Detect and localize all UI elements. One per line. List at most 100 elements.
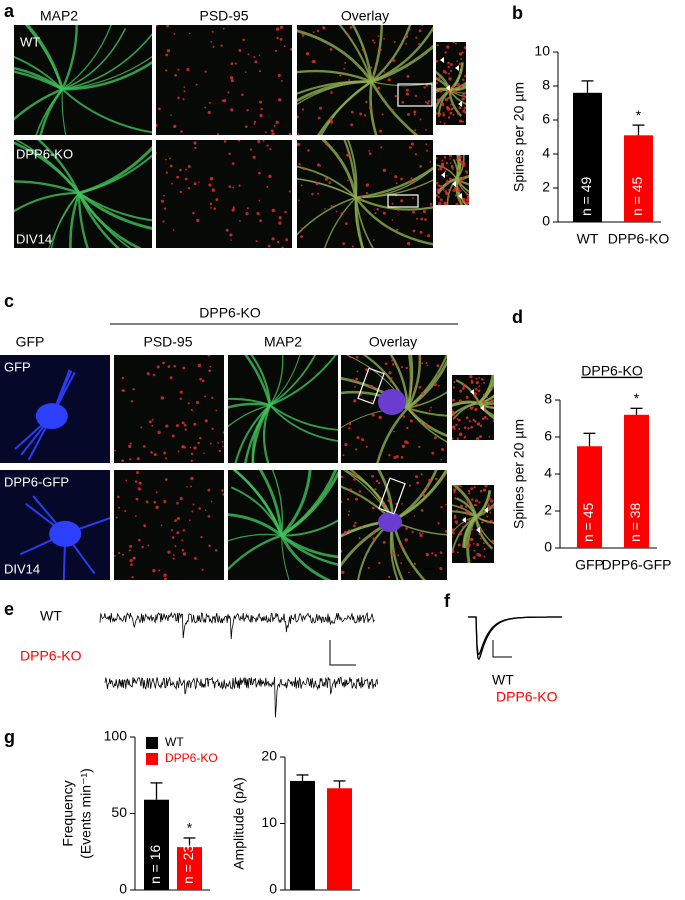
puncta (244, 71, 247, 74)
puncta (163, 207, 167, 210)
panel-label: c (4, 291, 14, 311)
puncta (473, 549, 476, 552)
puncta (436, 156, 438, 160)
puncta (278, 98, 282, 102)
puncta (234, 62, 237, 65)
puncta (460, 58, 462, 60)
dendrite (271, 470, 283, 536)
puncta (259, 100, 263, 104)
puncta (343, 530, 347, 534)
puncta (197, 363, 202, 368)
puncta (391, 202, 394, 205)
dendrite (370, 25, 384, 82)
puncta (395, 455, 399, 459)
mean-trace (468, 616, 562, 661)
puncta (187, 187, 191, 190)
puncta (452, 409, 454, 411)
puncta (302, 167, 306, 171)
puncta (446, 45, 450, 49)
puncta (453, 427, 456, 430)
puncta (374, 488, 377, 491)
y-axis-label: Spines per 20 µm (511, 82, 527, 192)
puncta (352, 378, 355, 382)
dendrite (392, 470, 438, 522)
x-tick-label: GFP (575, 557, 604, 573)
puncta (246, 109, 249, 112)
dendrite (477, 375, 494, 405)
puncta (207, 110, 211, 115)
puncta (421, 362, 424, 365)
puncta (472, 556, 476, 560)
puncta (370, 399, 373, 402)
puncta (140, 426, 143, 429)
puncta (459, 389, 463, 393)
n-label: n = 49 (578, 176, 594, 216)
arrowhead (462, 517, 466, 523)
legend-swatch (146, 737, 158, 749)
puncta (479, 424, 483, 428)
column-title: MAP2 (40, 8, 78, 24)
puncta (462, 383, 466, 388)
puncta (411, 408, 415, 412)
puncta (223, 140, 227, 143)
puncta (440, 168, 443, 171)
puncta (230, 62, 234, 66)
puncta (346, 498, 350, 501)
dendrite (474, 516, 494, 550)
puncta (441, 103, 445, 107)
puncta (465, 192, 468, 195)
puncta (439, 166, 443, 170)
puncta (152, 373, 156, 377)
puncta (452, 189, 456, 193)
puncta (329, 120, 334, 124)
puncta (375, 479, 379, 483)
dendrite (475, 490, 492, 518)
puncta (229, 233, 233, 237)
puncta (447, 61, 450, 65)
puncta (196, 400, 200, 404)
puncta (325, 143, 328, 146)
puncta (210, 500, 213, 503)
puncta (344, 61, 347, 64)
puncta (436, 181, 439, 185)
puncta (195, 83, 198, 86)
puncta (486, 417, 489, 420)
puncta (284, 210, 287, 214)
puncta (394, 175, 398, 179)
puncta (131, 576, 134, 579)
puncta (442, 188, 445, 191)
puncta (438, 112, 442, 116)
puncta (275, 120, 279, 124)
puncta (452, 386, 455, 389)
dendrite (369, 81, 378, 135)
puncta (255, 240, 258, 243)
puncta (277, 73, 281, 77)
puncta (389, 380, 392, 383)
puncta (419, 165, 422, 168)
dendrite (462, 515, 477, 548)
puncta (452, 168, 454, 171)
puncta (440, 506, 443, 509)
puncta (457, 169, 461, 173)
dendrite (456, 174, 469, 181)
puncta (406, 74, 410, 78)
puncta (279, 37, 283, 41)
puncta (160, 396, 164, 400)
puncta (492, 419, 494, 422)
puncta (190, 476, 194, 481)
puncta (187, 165, 191, 168)
dendrite (269, 404, 338, 431)
puncta (307, 149, 310, 152)
current-trace (99, 611, 375, 640)
puncta (378, 129, 382, 133)
puncta (457, 199, 460, 202)
puncta (230, 108, 234, 112)
puncta (410, 177, 413, 180)
puncta (125, 479, 128, 482)
puncta (217, 442, 220, 444)
puncta (480, 378, 483, 381)
puncta (453, 90, 456, 93)
dendrite (62, 33, 152, 91)
puncta (397, 554, 400, 557)
dendrite (371, 26, 433, 83)
